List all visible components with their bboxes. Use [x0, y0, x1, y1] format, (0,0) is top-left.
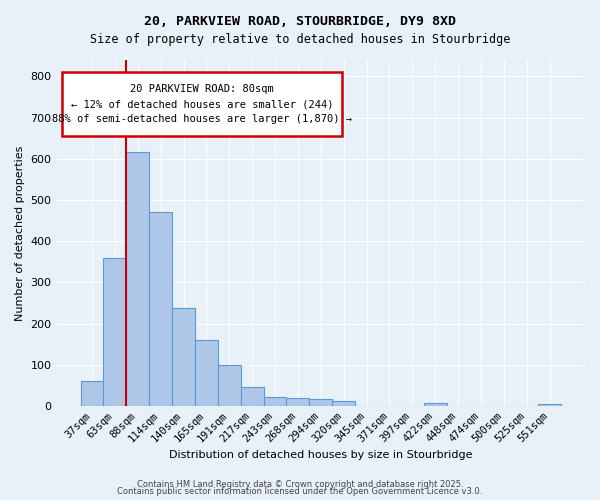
FancyBboxPatch shape	[62, 72, 342, 136]
Bar	[149, 212, 172, 406]
Bar	[286, 398, 310, 406]
Text: Contains public sector information licensed under the Open Government Licence v3: Contains public sector information licen…	[118, 488, 482, 496]
Bar	[241, 386, 263, 406]
Y-axis label: Number of detached properties: Number of detached properties	[15, 146, 25, 320]
Bar	[218, 365, 241, 406]
Text: Contains HM Land Registry data © Crown copyright and database right 2025.: Contains HM Land Registry data © Crown c…	[137, 480, 463, 489]
Text: Size of property relative to detached houses in Stourbridge: Size of property relative to detached ho…	[90, 32, 510, 46]
Bar	[80, 382, 103, 406]
X-axis label: Distribution of detached houses by size in Stourbridge: Distribution of detached houses by size …	[169, 450, 473, 460]
Bar	[195, 340, 218, 406]
Bar	[127, 152, 149, 406]
Text: 20 PARKVIEW ROAD: 80sqm
← 12% of detached houses are smaller (244)
88% of semi-d: 20 PARKVIEW ROAD: 80sqm ← 12% of detache…	[52, 84, 352, 124]
Bar	[424, 402, 446, 406]
Bar	[103, 258, 127, 406]
Bar	[538, 404, 561, 406]
Bar	[263, 397, 286, 406]
Bar	[310, 399, 332, 406]
Bar	[332, 400, 355, 406]
Text: 20, PARKVIEW ROAD, STOURBRIDGE, DY9 8XD: 20, PARKVIEW ROAD, STOURBRIDGE, DY9 8XD	[144, 15, 456, 28]
Bar	[172, 308, 195, 406]
